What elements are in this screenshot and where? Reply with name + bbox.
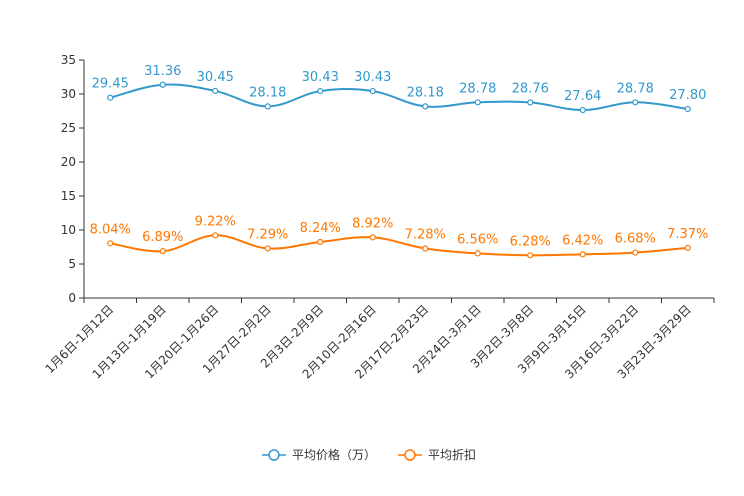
data-label: 7.37% [667,227,708,242]
series-line-1 [110,83,688,112]
data-point[interactable] [579,106,586,114]
data-point[interactable] [474,250,481,257]
data-label: 27.64 [564,89,601,104]
legend-marker [404,449,416,461]
data-label: 28.78 [459,81,496,96]
legend-label: 平均价格（万） [292,447,376,462]
data-label: 7.29% [247,227,288,242]
series-line-2 [110,234,688,257]
data-label: 29.45 [92,77,129,92]
data-label: 6.89% [142,230,183,245]
data-label: 9.22% [195,214,236,229]
data-point[interactable] [527,99,534,106]
data-label: 7.28% [405,227,446,242]
data-point[interactable] [632,99,639,106]
y-tick-label: 5 [68,257,76,271]
data-point[interactable] [684,244,691,251]
data-point[interactable] [107,240,114,247]
data-label: 28.18 [249,85,286,100]
data-label: 8.92% [352,216,393,231]
data-point[interactable] [159,248,166,255]
data-point[interactable] [474,99,481,106]
data-label: 6.56% [457,232,498,247]
data-label: 30.45 [197,70,234,85]
data-point[interactable] [264,245,271,252]
y-tick-label: 0 [68,291,76,305]
series-group [107,81,691,259]
data-label: 28.18 [407,85,444,100]
data-label: 6.68% [615,232,656,247]
legend[interactable]: 平均价格（万） 平均折扣 [262,447,476,462]
y-tick-label: 20 [61,155,76,169]
data-point[interactable] [264,103,271,110]
y-tick-label: 10 [61,223,76,237]
data-labels-group: 29.45 31.36 30.45 28.18 30.43 30.43 28.18 28.78… [90,64,709,250]
data-point[interactable] [212,87,219,95]
data-point[interactable] [684,105,691,113]
data-label: 30.43 [354,70,391,85]
data-label: 30.43 [302,70,339,85]
data-point[interactable] [317,87,324,95]
y-tick-label: 15 [61,189,76,203]
data-point[interactable] [369,87,376,95]
data-point[interactable] [369,234,376,241]
data-label: 28.76 [512,81,549,96]
data-point[interactable] [317,238,324,246]
data-label: 8.24% [300,221,341,236]
data-point[interactable] [422,245,429,252]
data-point[interactable] [422,103,429,110]
data-label: 6.28% [510,234,551,249]
legend-item-2[interactable]: 平均折扣 [398,447,476,462]
y-tick-label: 35 [61,53,76,67]
legend-item-1[interactable]: 平均价格（万） [262,447,376,462]
data-label: 6.42% [562,233,603,248]
data-point[interactable] [579,251,586,258]
data-point[interactable] [212,232,219,239]
legend-marker [268,449,280,461]
data-label: 27.80 [669,88,706,103]
data-point[interactable] [107,94,114,101]
data-label: 8.04% [90,222,131,237]
legend-label: 平均折扣 [428,447,476,462]
y-tick-label: 25 [61,121,76,135]
y-tick-label: 30 [61,87,76,101]
data-label: 28.78 [617,81,654,96]
data-label: 31.36 [144,64,181,79]
data-point[interactable] [527,252,534,259]
data-point[interactable] [159,81,166,88]
data-point[interactable] [632,249,639,256]
